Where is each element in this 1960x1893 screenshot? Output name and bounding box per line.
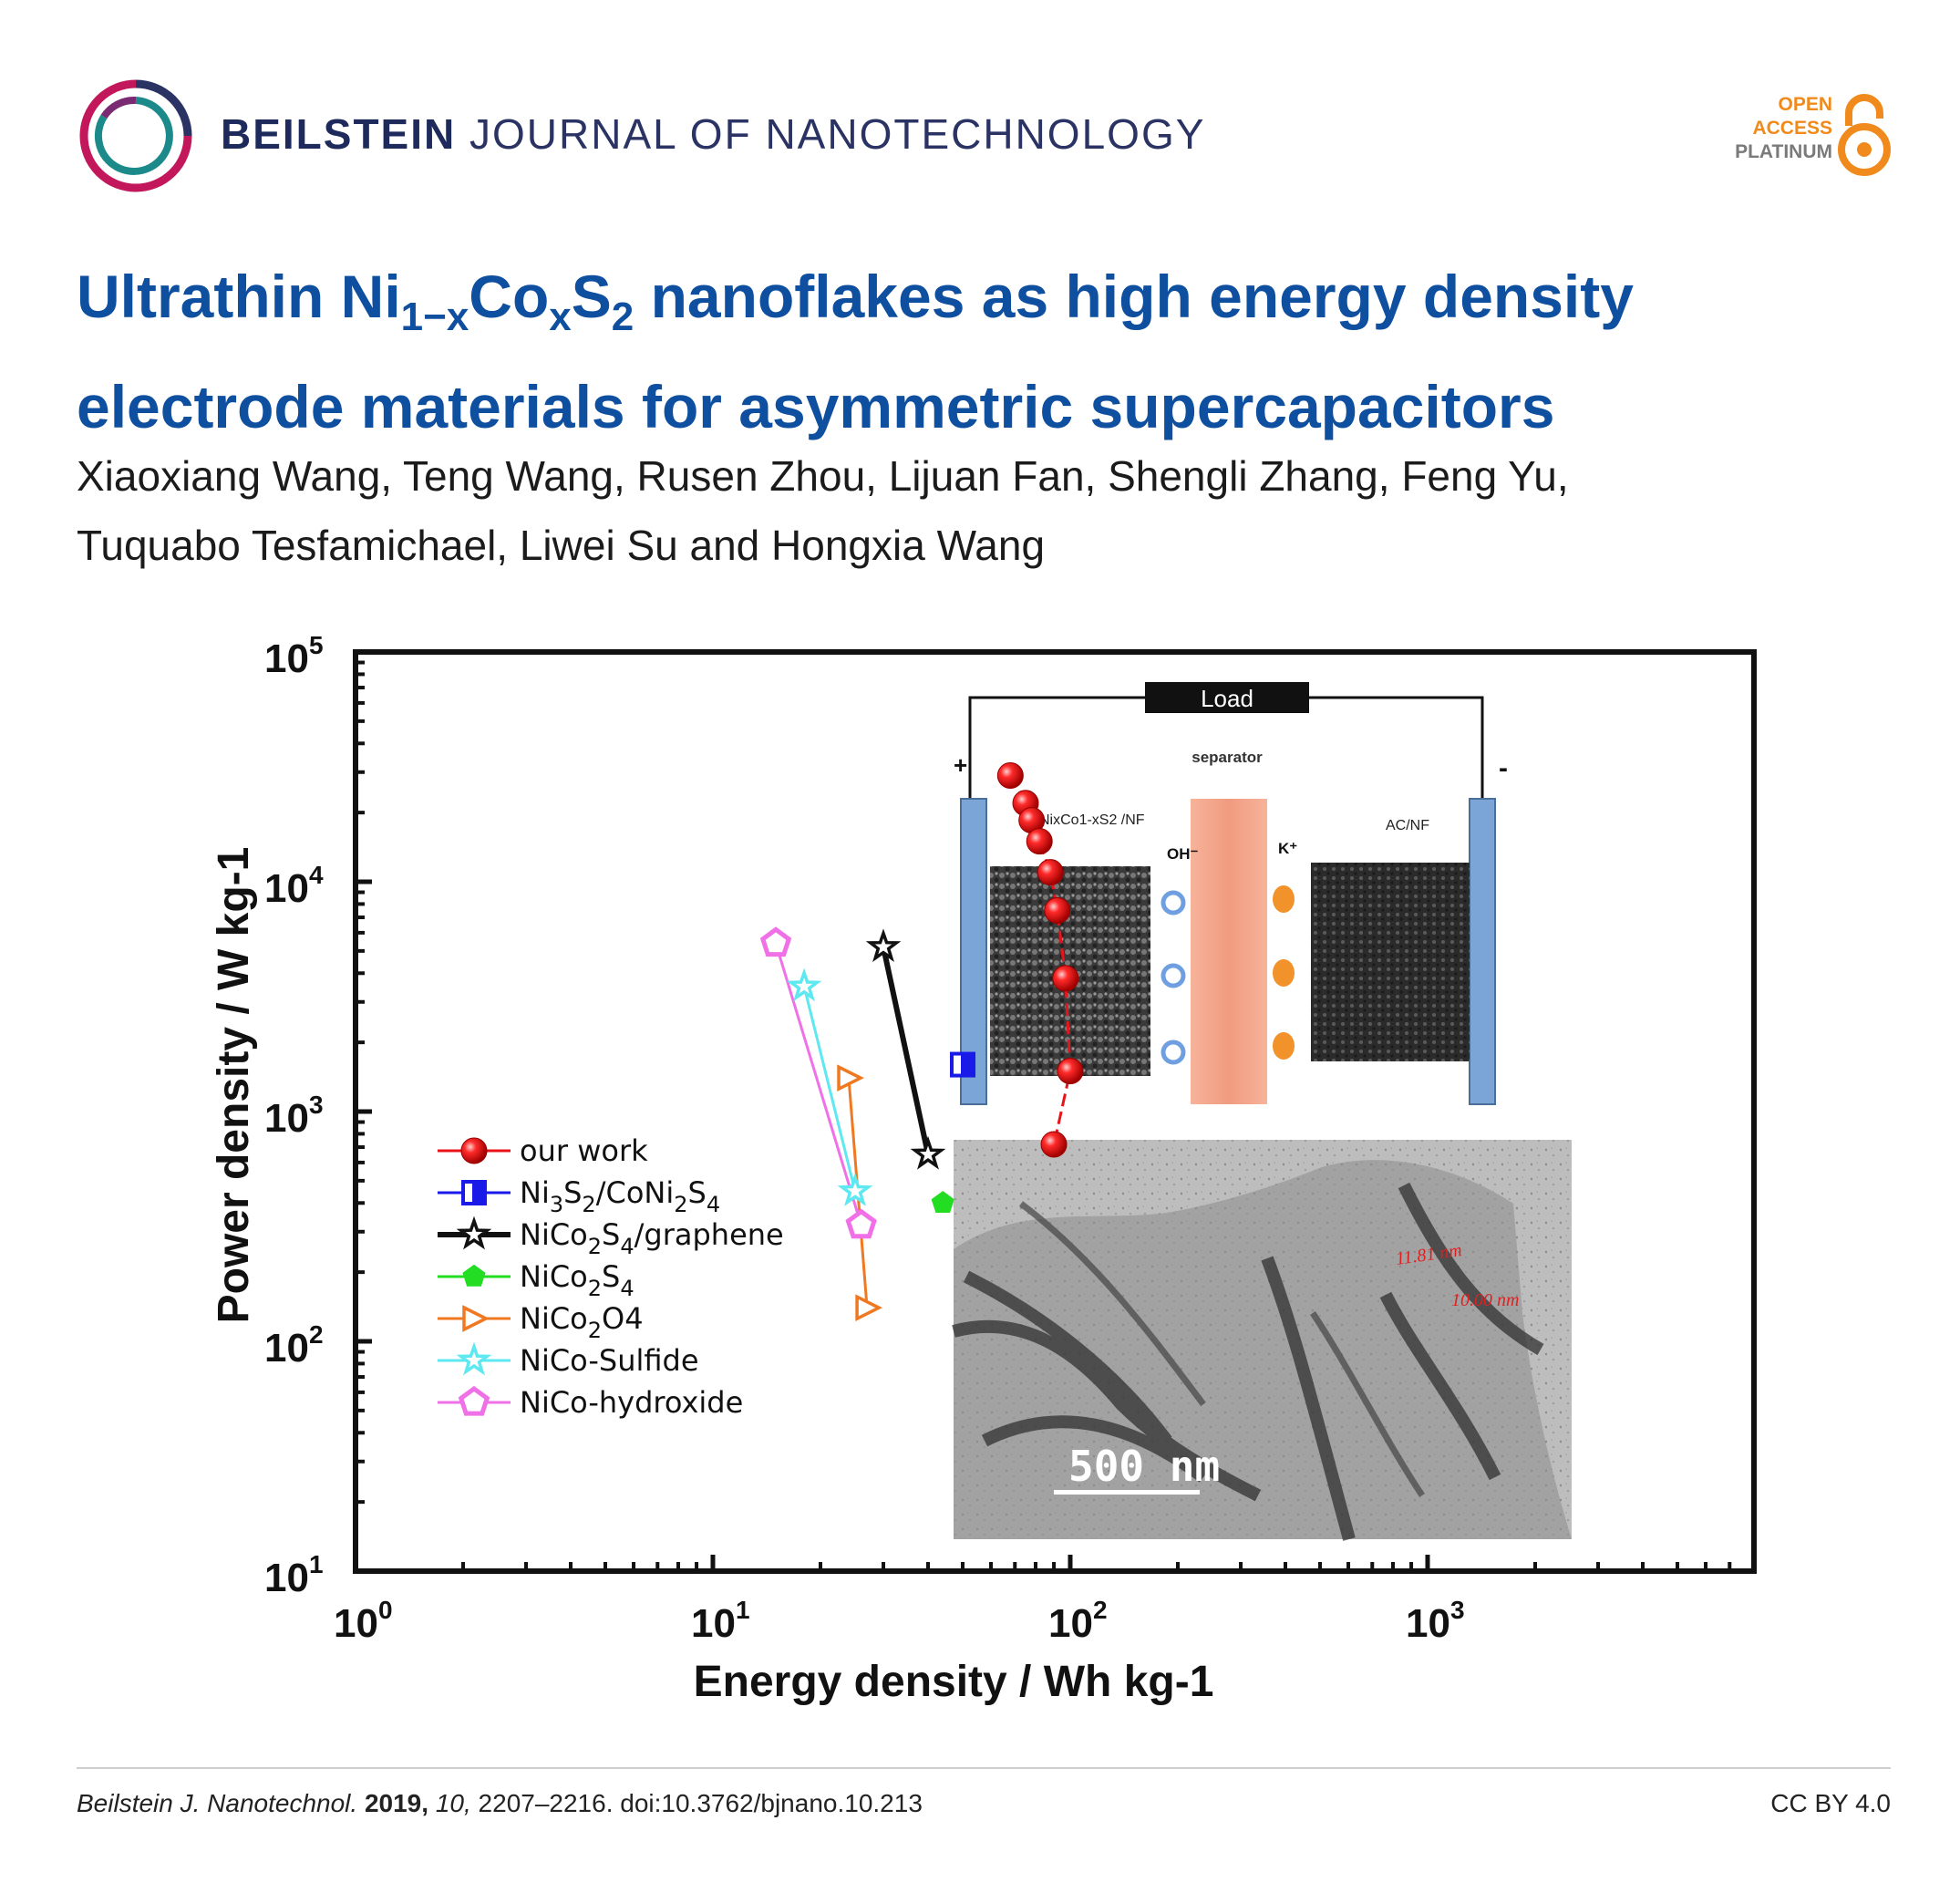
y-tick-label: 104: [264, 861, 324, 911]
open-access-badge: OPEN ACCESS PLATINUM: [1690, 86, 1891, 186]
legend-item-nico2s4-graphene: NiCo2S4/graphene: [438, 1215, 784, 1259]
legend-label: NiCo2S4/graphene: [520, 1217, 784, 1259]
separator-label: separator: [1191, 749, 1263, 766]
legend-label: NiCo-Sulfide: [520, 1343, 699, 1378]
data-point-our-work: [1057, 1058, 1084, 1085]
legend-label: Ni3S2/CoNi2S4: [520, 1175, 720, 1217]
x-tick-label: 103: [1406, 1596, 1465, 1646]
data-point-our-work: [1037, 859, 1064, 886]
legend-marker: [456, 1215, 492, 1250]
data-point-nico-sulfide: [837, 1173, 873, 1206]
negative-terminal: -: [1499, 753, 1508, 783]
beilstein-logo-icon: [79, 79, 192, 192]
load-label: Load: [1201, 685, 1253, 712]
data-point-our-work: [1026, 828, 1053, 855]
tem-image-inset: 11.81 nm 10.00 nm 500 nm: [952, 1140, 1572, 1541]
separator-membrane: [1191, 799, 1267, 1104]
scale-bar: [1054, 1490, 1200, 1495]
legend-item-nico-sulfide: NiCo-Sulfide: [438, 1341, 699, 1378]
anion-circles: [1161, 890, 1186, 1065]
open-lock-icon: [1838, 94, 1891, 176]
legend-marker: [460, 1137, 488, 1164]
author-list: Xiaoxiang Wang, Teng Wang, Rusen Zhou, L…: [77, 441, 1891, 580]
journal-name: BEILSTEIN JOURNAL OF NANOTECHNOLOGY: [221, 110, 1206, 158]
right-electrode-label: AC/NF: [1386, 818, 1429, 833]
legend-item-nico2o4: NiCo2O4: [438, 1301, 644, 1343]
authors-line-2: Tuquabo Tesfamichael, Liwei Su and Hongx…: [77, 522, 1046, 569]
sem-image-right: [1311, 863, 1470, 1061]
data-point-nico2s4: [931, 1191, 954, 1213]
x-axis-label: Energy density / Wh kg-1: [694, 1658, 1214, 1706]
data-point-nico2s4-graphene: [865, 928, 902, 962]
y-axis-label: Power density / W kg-1: [210, 847, 258, 1324]
series-line-nico-hydroxide: [774, 942, 863, 1226]
load-box: [1145, 682, 1309, 713]
device-schematic-inset: Load + - separator NixCo1-xS2 /NF AC/NF …: [954, 682, 1508, 1105]
legend-marker: [456, 1341, 492, 1376]
y-tick-label: 102: [264, 1320, 324, 1371]
y-tick-label: 103: [264, 1091, 324, 1141]
data-point-nico2s4-graphene: [910, 1135, 946, 1170]
right-current-collector: [1469, 798, 1496, 1105]
anion-label: OH⁻: [1167, 845, 1199, 863]
data-point-our-work: [996, 761, 1024, 789]
oa-line-access: ACCESS: [1752, 118, 1832, 139]
y-axis-title: Power density / W kg-1: [210, 847, 258, 1324]
legend-label: NiCo-hydroxide: [520, 1385, 743, 1420]
legend-marker: [462, 1305, 490, 1332]
citation: Beilstein J. Nanotechnol. 2019, 10, 2207…: [77, 1789, 923, 1817]
series-line-nico2s4-graphene: [881, 946, 931, 1155]
license-label: CC BY 4.0: [1770, 1789, 1891, 1817]
series-markers: [759, 761, 1084, 1322]
legend-label: our work: [520, 1133, 648, 1168]
data-point-nico2o4: [837, 1064, 864, 1092]
data-point-ni3s2-coni2s4: [949, 1051, 975, 1078]
journal-header: BEILSTEIN JOURNAL OF NANOTECHNOLOGY OPEN…: [77, 77, 1891, 195]
left-electrode-label: NixCo1-xS2 /NF: [1039, 812, 1145, 828]
series-line-nico-sulfide: [802, 986, 857, 1192]
legend-item-ni3s2-coni2s4: Ni3S2/CoNi2S4: [438, 1175, 720, 1217]
y-tick-label: 101: [264, 1550, 324, 1600]
cation-label: K⁺: [1278, 840, 1297, 857]
legend-marker: [461, 1180, 487, 1205]
x-tick-label: 101: [691, 1596, 750, 1646]
authors-line-1: Xiaoxiang Wang, Teng Wang, Rusen Zhou, L…: [77, 452, 1569, 500]
legend-marker: [458, 1385, 490, 1416]
data-point-our-work: [1044, 896, 1071, 924]
tem-flake-edges: [1018, 1201, 1425, 1497]
article-title: Ultrathin Ni1−xCoxS2 nanoflakes as high …: [77, 263, 1634, 441]
circuit-wire: [968, 696, 1484, 799]
y-tick-label: 105: [264, 631, 324, 681]
data-point-our-work: [1052, 965, 1079, 992]
thickness-annotation-2: 10.00 nm: [1451, 1290, 1519, 1310]
data-point-nico-sulfide: [786, 967, 822, 1002]
data-point-our-work: [1040, 1131, 1068, 1158]
graphical-abstract-figure: 100 101 102 103 101 102 103 104 105 Power densit…: [201, 620, 1769, 1714]
chart-legend: our workNi3S2/CoNi2S4NiCo2S4/grapheneNiC…: [438, 1133, 784, 1420]
oa-line-open: OPEN: [1778, 94, 1832, 115]
scale-bar-label: 500 nm: [1068, 1442, 1220, 1491]
legend-item-nico2s4: NiCo2S4: [438, 1259, 634, 1301]
legend-label: NiCo2O4: [520, 1301, 644, 1343]
footer-divider: [77, 1767, 1891, 1769]
legend-item-nico-hydroxide: NiCo-hydroxide: [438, 1385, 743, 1420]
data-point-nico-hydroxide: [845, 1208, 877, 1239]
data-point-nico-hydroxide: [759, 926, 792, 957]
x-tick-label: 102: [1048, 1596, 1108, 1646]
legend-item-our-work: our work: [438, 1133, 648, 1168]
x-tick-label: 100: [334, 1596, 393, 1646]
cation-circles: [1273, 885, 1295, 1060]
legend-marker: [462, 1264, 486, 1287]
legend-label: NiCo2S4: [520, 1259, 634, 1301]
tem-flake-folds: [952, 1182, 1544, 1541]
positive-terminal: +: [954, 751, 967, 779]
data-point-nico2o4: [855, 1294, 883, 1322]
tem-flake-region: [954, 1160, 1572, 1539]
oa-line-platinum: PLATINUM: [1735, 141, 1832, 162]
